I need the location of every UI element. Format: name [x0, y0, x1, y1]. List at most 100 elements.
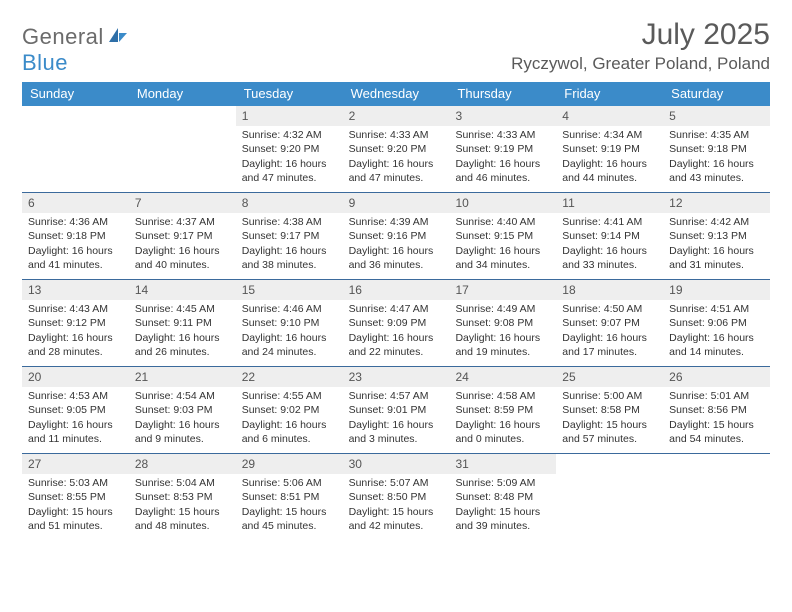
day-content: Sunrise: 4:33 AMSunset: 9:20 PMDaylight:…: [343, 126, 450, 189]
day-number: 9: [343, 193, 450, 213]
day-7: 7Sunrise: 4:37 AMSunset: 9:17 PMDaylight…: [129, 193, 236, 279]
day-empty: .: [556, 454, 663, 540]
day-29: 29Sunrise: 5:06 AMSunset: 8:51 PMDayligh…: [236, 454, 343, 540]
week-row: ..1Sunrise: 4:32 AMSunset: 9:20 PMDaylig…: [22, 106, 770, 193]
day-content: Sunrise: 4:50 AMSunset: 9:07 PMDaylight:…: [556, 300, 663, 363]
day-15: 15Sunrise: 4:46 AMSunset: 9:10 PMDayligh…: [236, 280, 343, 366]
day-content: Sunrise: 4:39 AMSunset: 9:16 PMDaylight:…: [343, 213, 450, 276]
logo-text-bottom: Blue: [22, 50, 68, 75]
day-25: 25Sunrise: 5:00 AMSunset: 8:58 PMDayligh…: [556, 367, 663, 453]
day-22: 22Sunrise: 4:55 AMSunset: 9:02 PMDayligh…: [236, 367, 343, 453]
day-number: 22: [236, 367, 343, 387]
day-20: 20Sunrise: 4:53 AMSunset: 9:05 PMDayligh…: [22, 367, 129, 453]
day-23: 23Sunrise: 4:57 AMSunset: 9:01 PMDayligh…: [343, 367, 450, 453]
day-31: 31Sunrise: 5:09 AMSunset: 8:48 PMDayligh…: [449, 454, 556, 540]
day-3: 3Sunrise: 4:33 AMSunset: 9:19 PMDaylight…: [449, 106, 556, 192]
day-content: Sunrise: 5:06 AMSunset: 8:51 PMDaylight:…: [236, 474, 343, 537]
day-number: 31: [449, 454, 556, 474]
day-number: 21: [129, 367, 236, 387]
day-number: 29: [236, 454, 343, 474]
day-number: 30: [343, 454, 450, 474]
weekday-monday: Monday: [129, 82, 236, 106]
day-18: 18Sunrise: 4:50 AMSunset: 9:07 PMDayligh…: [556, 280, 663, 366]
day-26: 26Sunrise: 5:01 AMSunset: 8:56 PMDayligh…: [663, 367, 770, 453]
day-number: 25: [556, 367, 663, 387]
day-content: Sunrise: 4:54 AMSunset: 9:03 PMDaylight:…: [129, 387, 236, 450]
day-number: 4: [556, 106, 663, 126]
header: General Blue July 2025 Ryczywol, Greater…: [22, 18, 770, 76]
day-content: Sunrise: 4:32 AMSunset: 9:20 PMDaylight:…: [236, 126, 343, 189]
weekday-wednesday: Wednesday: [343, 82, 450, 106]
location: Ryczywol, Greater Poland, Poland: [511, 54, 770, 74]
day-1: 1Sunrise: 4:32 AMSunset: 9:20 PMDaylight…: [236, 106, 343, 192]
day-number: 8: [236, 193, 343, 213]
page-title: July 2025: [511, 18, 770, 52]
day-number: 23: [343, 367, 450, 387]
day-number: 14: [129, 280, 236, 300]
day-empty: .: [129, 106, 236, 192]
day-number: 5: [663, 106, 770, 126]
day-8: 8Sunrise: 4:38 AMSunset: 9:17 PMDaylight…: [236, 193, 343, 279]
day-number: 10: [449, 193, 556, 213]
day-content: Sunrise: 5:07 AMSunset: 8:50 PMDaylight:…: [343, 474, 450, 537]
day-content: Sunrise: 4:35 AMSunset: 9:18 PMDaylight:…: [663, 126, 770, 189]
day-content: Sunrise: 4:58 AMSunset: 8:59 PMDaylight:…: [449, 387, 556, 450]
weekday-friday: Friday: [556, 82, 663, 106]
day-16: 16Sunrise: 4:47 AMSunset: 9:09 PMDayligh…: [343, 280, 450, 366]
day-number: 26: [663, 367, 770, 387]
day-content: Sunrise: 4:51 AMSunset: 9:06 PMDaylight:…: [663, 300, 770, 363]
day-content: Sunrise: 4:33 AMSunset: 9:19 PMDaylight:…: [449, 126, 556, 189]
weekday-thursday: Thursday: [449, 82, 556, 106]
day-content: Sunrise: 5:03 AMSunset: 8:55 PMDaylight:…: [22, 474, 129, 537]
day-content: Sunrise: 4:34 AMSunset: 9:19 PMDaylight:…: [556, 126, 663, 189]
logo: General Blue: [22, 24, 129, 76]
day-content: Sunrise: 4:38 AMSunset: 9:17 PMDaylight:…: [236, 213, 343, 276]
day-content: Sunrise: 4:46 AMSunset: 9:10 PMDaylight:…: [236, 300, 343, 363]
day-content: Sunrise: 4:53 AMSunset: 9:05 PMDaylight:…: [22, 387, 129, 450]
day-11: 11Sunrise: 4:41 AMSunset: 9:14 PMDayligh…: [556, 193, 663, 279]
day-empty: .: [22, 106, 129, 192]
day-27: 27Sunrise: 5:03 AMSunset: 8:55 PMDayligh…: [22, 454, 129, 540]
day-content: Sunrise: 4:36 AMSunset: 9:18 PMDaylight:…: [22, 213, 129, 276]
week-row: 6Sunrise: 4:36 AMSunset: 9:18 PMDaylight…: [22, 193, 770, 280]
day-12: 12Sunrise: 4:42 AMSunset: 9:13 PMDayligh…: [663, 193, 770, 279]
day-number: 7: [129, 193, 236, 213]
day-4: 4Sunrise: 4:34 AMSunset: 9:19 PMDaylight…: [556, 106, 663, 192]
day-number: 6: [22, 193, 129, 213]
day-number: 13: [22, 280, 129, 300]
day-content: Sunrise: 4:45 AMSunset: 9:11 PMDaylight:…: [129, 300, 236, 363]
title-block: July 2025 Ryczywol, Greater Poland, Pola…: [511, 18, 770, 74]
day-content: Sunrise: 4:49 AMSunset: 9:08 PMDaylight:…: [449, 300, 556, 363]
day-9: 9Sunrise: 4:39 AMSunset: 9:16 PMDaylight…: [343, 193, 450, 279]
day-empty: .: [663, 454, 770, 540]
day-content: Sunrise: 4:47 AMSunset: 9:09 PMDaylight:…: [343, 300, 450, 363]
logo-sail-icon: [107, 26, 129, 49]
week-row: 20Sunrise: 4:53 AMSunset: 9:05 PMDayligh…: [22, 367, 770, 454]
day-content: Sunrise: 4:55 AMSunset: 9:02 PMDaylight:…: [236, 387, 343, 450]
day-number: 3: [449, 106, 556, 126]
week-row: 27Sunrise: 5:03 AMSunset: 8:55 PMDayligh…: [22, 454, 770, 540]
day-2: 2Sunrise: 4:33 AMSunset: 9:20 PMDaylight…: [343, 106, 450, 192]
day-content: Sunrise: 4:43 AMSunset: 9:12 PMDaylight:…: [22, 300, 129, 363]
day-number: 1: [236, 106, 343, 126]
day-content: Sunrise: 4:42 AMSunset: 9:13 PMDaylight:…: [663, 213, 770, 276]
day-10: 10Sunrise: 4:40 AMSunset: 9:15 PMDayligh…: [449, 193, 556, 279]
weekday-saturday: Saturday: [663, 82, 770, 106]
day-number: 28: [129, 454, 236, 474]
day-19: 19Sunrise: 4:51 AMSunset: 9:06 PMDayligh…: [663, 280, 770, 366]
day-number: 15: [236, 280, 343, 300]
day-content: Sunrise: 5:04 AMSunset: 8:53 PMDaylight:…: [129, 474, 236, 537]
week-row: 13Sunrise: 4:43 AMSunset: 9:12 PMDayligh…: [22, 280, 770, 367]
day-number: 18: [556, 280, 663, 300]
logo-text: General Blue: [22, 24, 129, 76]
weekday-sunday: Sunday: [22, 82, 129, 106]
day-content: Sunrise: 4:41 AMSunset: 9:14 PMDaylight:…: [556, 213, 663, 276]
calendar: SundayMondayTuesdayWednesdayThursdayFrid…: [22, 82, 770, 540]
day-number: 20: [22, 367, 129, 387]
logo-text-top: General: [22, 24, 104, 49]
day-content: Sunrise: 4:37 AMSunset: 9:17 PMDaylight:…: [129, 213, 236, 276]
weeks-container: ..1Sunrise: 4:32 AMSunset: 9:20 PMDaylig…: [22, 106, 770, 540]
day-5: 5Sunrise: 4:35 AMSunset: 9:18 PMDaylight…: [663, 106, 770, 192]
weekday-row: SundayMondayTuesdayWednesdayThursdayFrid…: [22, 82, 770, 106]
day-17: 17Sunrise: 4:49 AMSunset: 9:08 PMDayligh…: [449, 280, 556, 366]
